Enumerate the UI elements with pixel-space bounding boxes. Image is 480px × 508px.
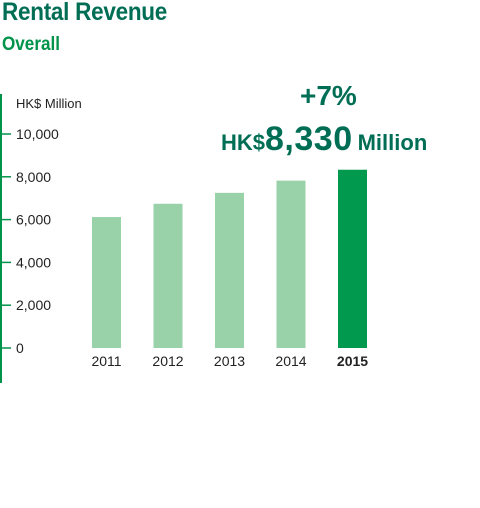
- x-axis-labels: 2011 2012 2013 2014 2015: [91, 353, 368, 369]
- bar-2012: [153, 203, 183, 348]
- total-revenue: HK$8,330 Million: [221, 120, 427, 159]
- bars-group: [92, 169, 367, 348]
- bar-2011: [92, 217, 121, 348]
- total-currency: HK$: [221, 130, 266, 155]
- total-amount: 8,330: [265, 120, 353, 158]
- y-tick-label: 10,000: [16, 126, 59, 142]
- x-category-label: 2014: [275, 353, 306, 369]
- y-tick-label: 2,000: [16, 297, 51, 313]
- y-axis-ticks: 0 2,000 4,000 6,000 8,000 10,000: [1, 126, 59, 356]
- x-category-label: 2015: [337, 353, 368, 369]
- chart-title: Rental Revenue: [2, 0, 168, 26]
- growth-percentage: +7%: [300, 80, 357, 111]
- y-tick-label: 0: [16, 340, 24, 356]
- chart-subtitle: Overall: [2, 34, 60, 55]
- bar-2015: [338, 169, 367, 348]
- y-axis-unit-label: HK$ Million: [16, 96, 82, 111]
- bar-2013: [215, 192, 244, 348]
- y-tick-label: 4,000: [16, 254, 51, 270]
- total-unit: Million: [357, 130, 428, 155]
- x-category-label: 2012: [152, 353, 183, 369]
- x-category-label: 2013: [214, 353, 245, 369]
- y-tick-label: 8,000: [16, 169, 51, 185]
- y-tick-label: 6,000: [16, 212, 51, 228]
- x-category-label: 2011: [91, 353, 121, 369]
- bar-2014: [276, 180, 306, 348]
